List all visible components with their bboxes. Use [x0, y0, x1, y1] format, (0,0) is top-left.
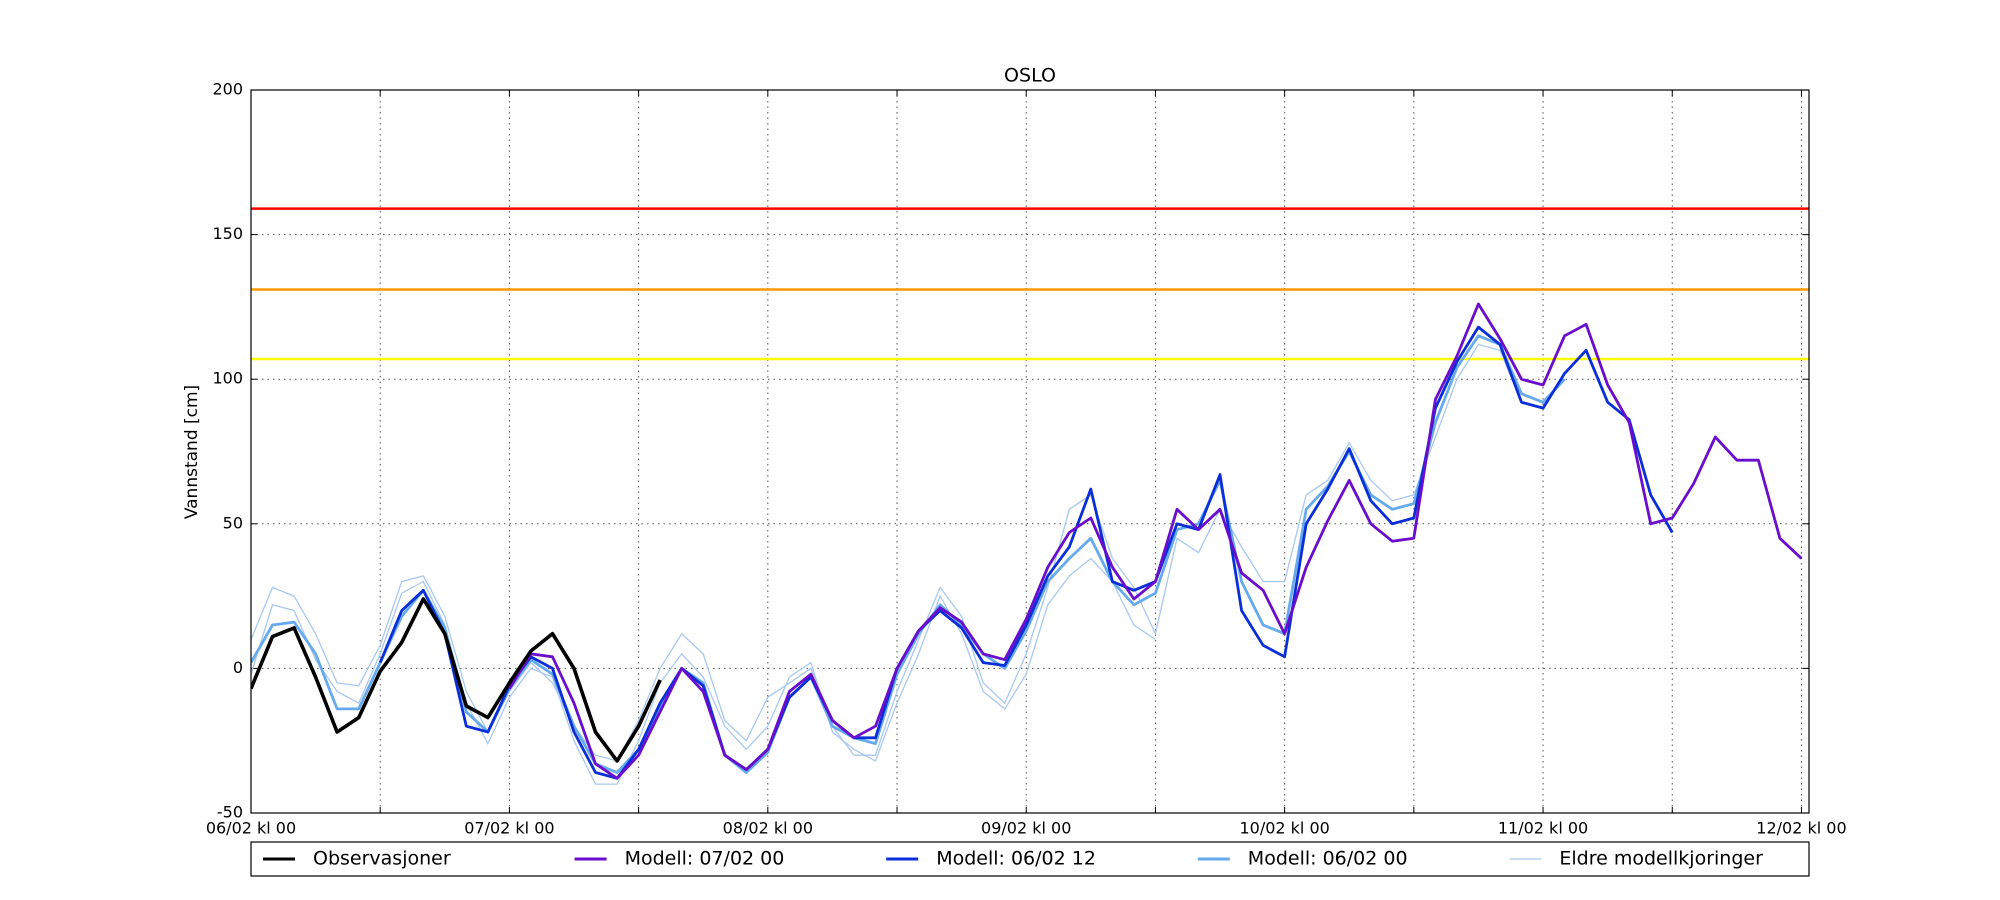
legend-label: Eldre modellkjoringer — [1559, 848, 1763, 870]
legend-box — [250, 841, 1810, 877]
y-axis-label: Vannstand [cm] — [182, 385, 202, 519]
x-tick-label: 06/02 kl 00 — [206, 819, 296, 838]
legend-label: Modell: 07/02 00 — [625, 848, 785, 870]
x-tick-label: 09/02 kl 00 — [981, 819, 1071, 838]
older-run-line — [251, 343, 1544, 762]
legend-label: Modell: 06/02 12 — [936, 848, 1096, 870]
legend-label: Observasjoner — [313, 848, 451, 870]
legend-label: Modell: 06/02 00 — [1248, 848, 1408, 870]
x-tick-label: 12/02 kl 00 — [1756, 819, 1846, 838]
x-tick-label: 08/02 kl 00 — [723, 819, 813, 838]
x-tick-label: 11/02 kl 00 — [1498, 819, 1588, 838]
y-tick-label: 200 — [212, 80, 243, 99]
older-run-line — [251, 557, 1156, 785]
plot-area — [251, 207, 1809, 785]
series-line — [251, 334, 1566, 774]
chart-title: OSLO — [1004, 65, 1056, 87]
series-line — [251, 597, 662, 763]
x-tick-label: 10/02 kl 00 — [1239, 819, 1329, 838]
y-tick-label: 0 — [233, 658, 243, 677]
series-line — [378, 325, 1674, 780]
series-line — [508, 302, 1803, 780]
plot-frame — [250, 89, 1810, 814]
x-tick-label: 07/02 kl 00 — [464, 819, 554, 838]
y-tick-label: 50 — [223, 513, 243, 532]
y-tick-label: 100 — [212, 369, 243, 388]
y-tick-label: -50 — [217, 803, 243, 822]
y-tick-label: 150 — [212, 224, 243, 243]
